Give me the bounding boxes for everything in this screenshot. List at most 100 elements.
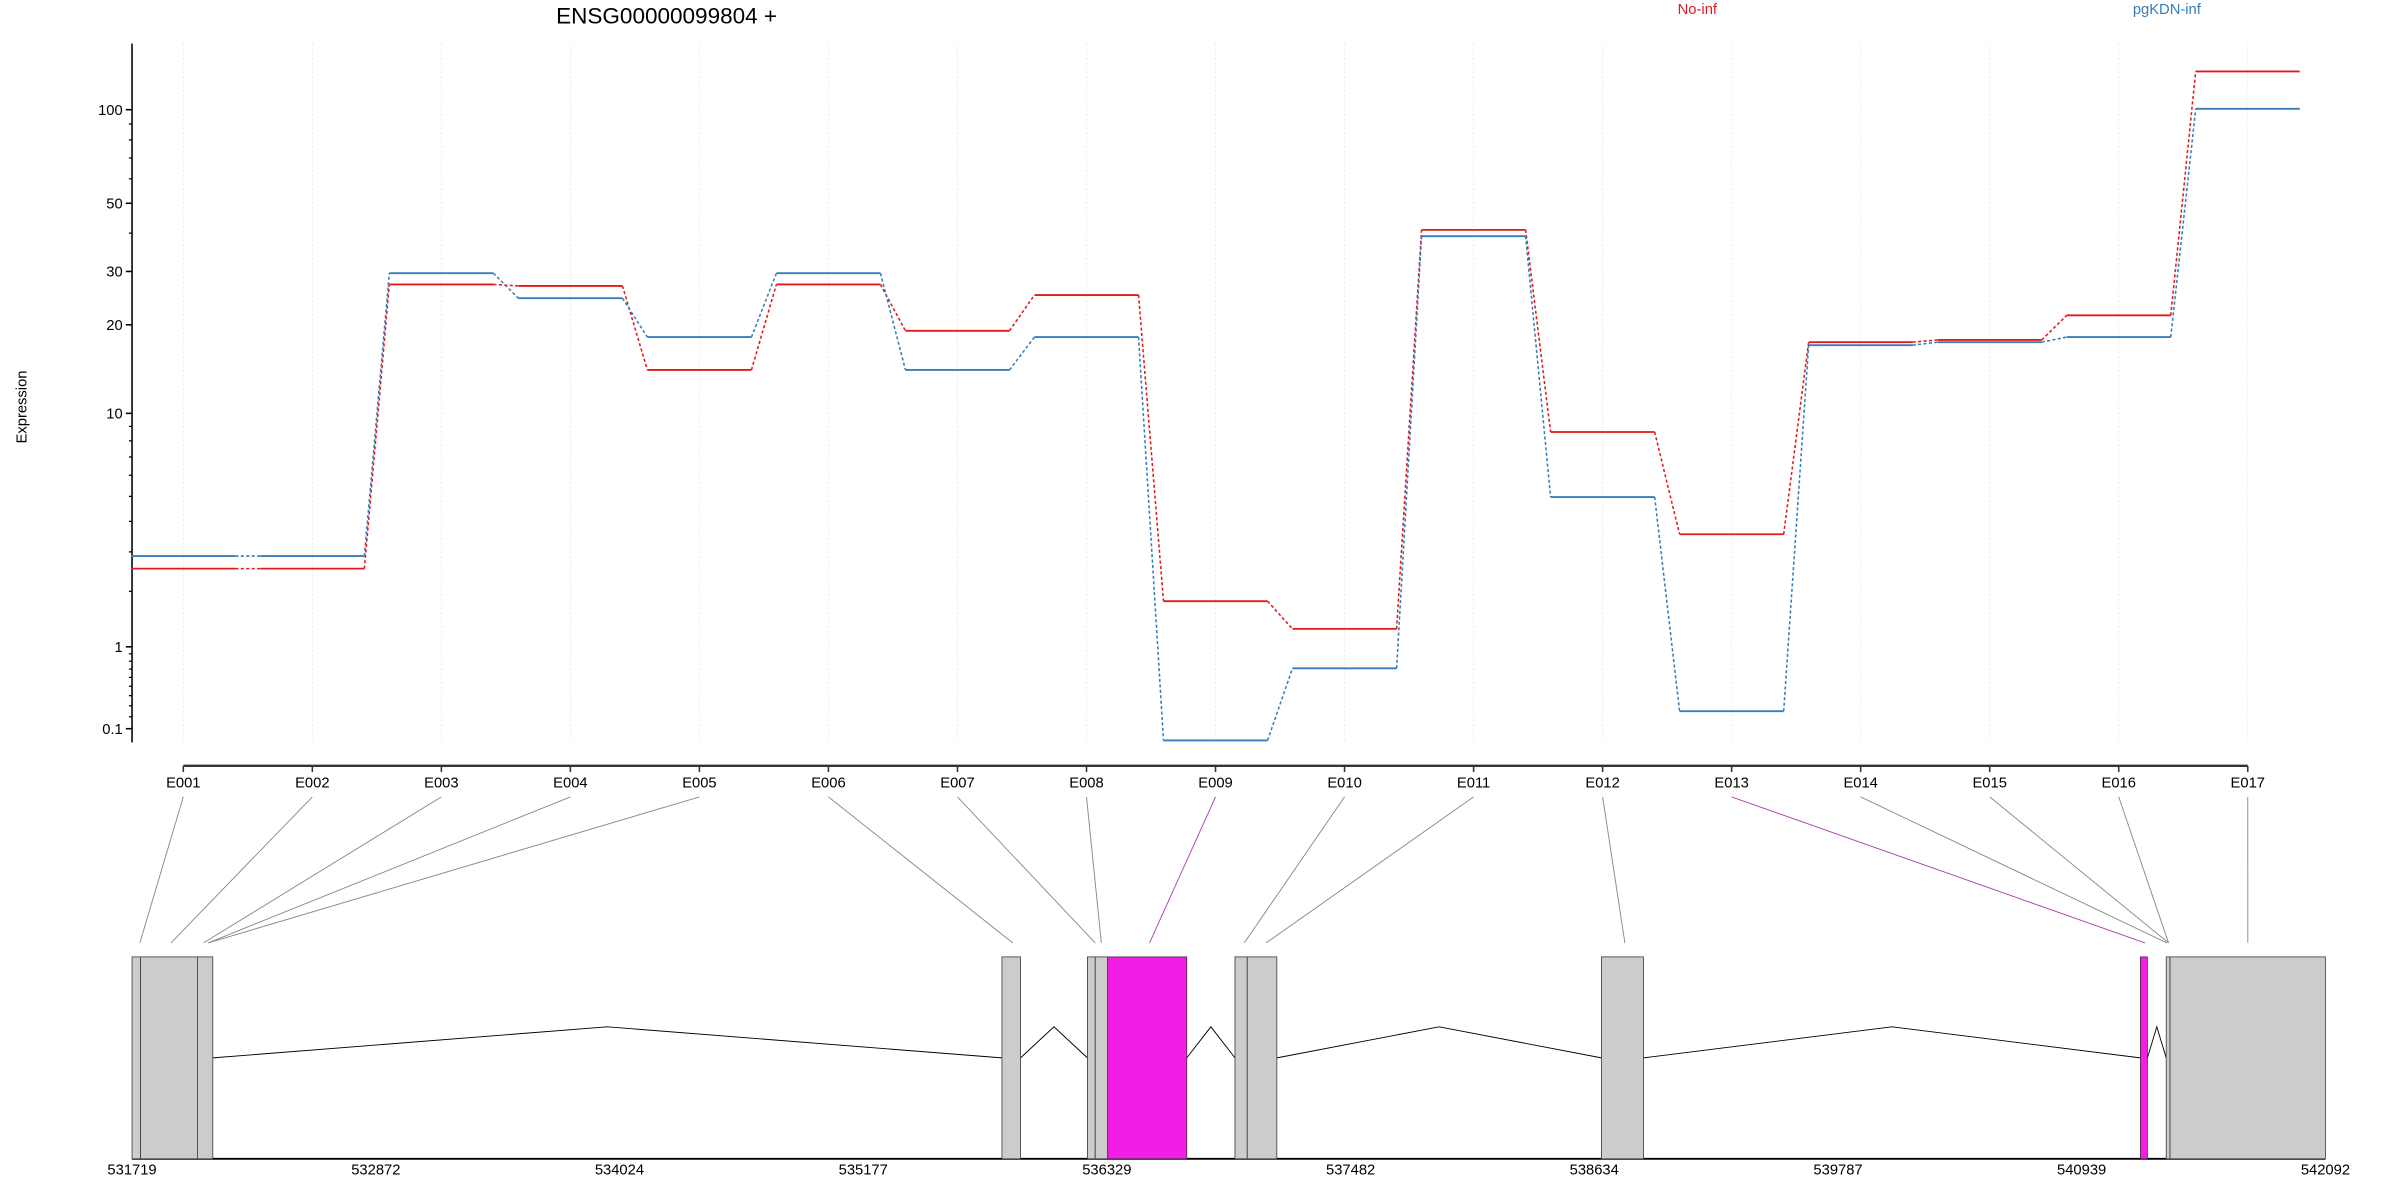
exon-highlighted — [2140, 956, 2148, 1160]
intron-line — [1186, 1026, 1236, 1059]
genomic-tick-label: 538634 — [1570, 1162, 1619, 1178]
series-1-connector — [1395, 236, 1423, 669]
exon — [1246, 956, 1278, 1160]
series-0-connector — [1782, 342, 1810, 535]
bin-connector-E009 — [1149, 796, 1216, 944]
bin-connector-E005 — [208, 796, 700, 944]
bin-connector-E008 — [1086, 796, 1102, 943]
series-0-connector — [621, 285, 649, 371]
series-0-connector — [1912, 339, 1938, 343]
y-tick-label: 50 — [106, 196, 122, 212]
exon — [2169, 956, 2326, 1160]
series-0-connector — [1266, 600, 1294, 630]
x-tick-label-E013: E013 — [1714, 776, 1748, 792]
series-0-connector — [1137, 294, 1165, 602]
x-tick-label-E004: E004 — [553, 776, 587, 792]
bin-connector-E012 — [1602, 796, 1626, 943]
exon — [1601, 956, 1644, 1160]
x-tick-label-E008: E008 — [1069, 776, 1103, 792]
series-1-connector — [879, 273, 907, 371]
exon — [131, 956, 141, 1160]
series-0-connector — [1395, 229, 1423, 629]
series-1-connector — [1782, 345, 1810, 712]
bin-connector-E004 — [207, 796, 571, 944]
bin-connector-E016 — [2118, 796, 2169, 944]
genomic-tick-label: 535177 — [839, 1162, 888, 1178]
bin-connector-E002 — [170, 796, 313, 944]
intron-line — [212, 1026, 1002, 1059]
bin-connector-E015 — [1989, 796, 2169, 944]
intron-line — [1276, 1026, 1602, 1059]
x-tick-label-E015: E015 — [1972, 776, 2006, 792]
x-tick-label-E001: E001 — [166, 776, 200, 792]
series-0-connector — [1653, 431, 1681, 535]
x-tick-label-E012: E012 — [1585, 776, 1619, 792]
series-1-connector — [492, 272, 519, 299]
x-tick-label-E011: E011 — [1457, 776, 1490, 792]
intron-line — [2146, 1025, 2167, 1058]
exon — [2165, 956, 2171, 1160]
bin-connector-E013 — [1731, 796, 2146, 944]
y-tick-label: 30 — [106, 265, 122, 281]
series-1-connector — [1912, 341, 1938, 346]
series-1-connector — [1008, 336, 1036, 371]
series-1-connector — [363, 273, 391, 557]
y-tick-label: 0.1 — [102, 722, 123, 738]
intron-line — [1020, 1026, 1088, 1059]
legend-no-inf: No-inf — [1678, 2, 1718, 18]
bin-connector-E010 — [1243, 796, 1345, 944]
series-0-connector — [1008, 294, 1036, 332]
genomic-tick-label: 540939 — [2057, 1162, 2106, 1178]
x-tick-label-E005: E005 — [682, 776, 716, 792]
bin-connector-E007 — [957, 796, 1096, 944]
series-1-connector — [621, 297, 649, 338]
x-tick-label-E017: E017 — [2231, 776, 2265, 792]
x-tick-label-E010: E010 — [1327, 776, 1361, 792]
bin-connector-E001 — [139, 796, 184, 944]
series-0-connector — [1524, 229, 1552, 433]
series-1-connector — [750, 272, 778, 338]
bin-connector-E014 — [1860, 796, 2168, 944]
legend-pgkdn-inf: pgKDN-inf — [2133, 2, 2202, 18]
genomic-tick-label: 539787 — [1813, 1162, 1862, 1178]
x-tick-label-E006: E006 — [811, 776, 845, 792]
chart-title: ENSG00000099804 + — [556, 3, 777, 28]
exon — [1086, 956, 1096, 1160]
genomic-tick-label: 542092 — [2301, 1162, 2350, 1178]
exon — [196, 956, 214, 1160]
bin-connector-E011 — [1265, 796, 1474, 944]
x-tick-label-E016: E016 — [2102, 776, 2136, 792]
exon — [1094, 956, 1109, 1160]
y-tick-label: 20 — [106, 318, 122, 334]
x-tick-label-E003: E003 — [424, 776, 458, 792]
y-tick-label: 1 — [114, 640, 122, 656]
series-0-connector — [363, 284, 391, 569]
x-tick-label-E002: E002 — [295, 776, 329, 792]
x-tick-label-E009: E009 — [1198, 776, 1232, 792]
exon — [140, 956, 198, 1160]
genomic-tick-label: 536329 — [1082, 1162, 1131, 1178]
series-0-connector — [2041, 314, 2068, 341]
genomic-tick-label: 531719 — [107, 1162, 156, 1178]
exon — [1234, 956, 1248, 1160]
exon — [1001, 956, 1021, 1160]
series-1-connector — [1653, 496, 1681, 712]
series-1-connector — [2170, 108, 2197, 338]
bin-connector-E006 — [828, 796, 1014, 944]
y-tick-label: 100 — [98, 103, 123, 119]
series-0-connector — [2170, 71, 2197, 316]
intron-line — [1643, 1026, 2141, 1059]
genomic-tick-label: 537482 — [1326, 1162, 1375, 1178]
x-tick-label-E007: E007 — [940, 776, 974, 792]
genomic-tick-label: 532872 — [351, 1162, 400, 1178]
y-tick-label: 10 — [106, 406, 122, 422]
series-1-connector — [1524, 236, 1552, 498]
x-tick-label-E014: E014 — [1843, 776, 1877, 792]
bin-connector-E003 — [203, 796, 442, 944]
series-1-connector — [1266, 668, 1294, 741]
series-1-connector — [2041, 336, 2067, 343]
series-0-connector — [879, 284, 907, 332]
exon-highlighted — [1107, 956, 1188, 1160]
series-0-connector — [750, 284, 778, 371]
